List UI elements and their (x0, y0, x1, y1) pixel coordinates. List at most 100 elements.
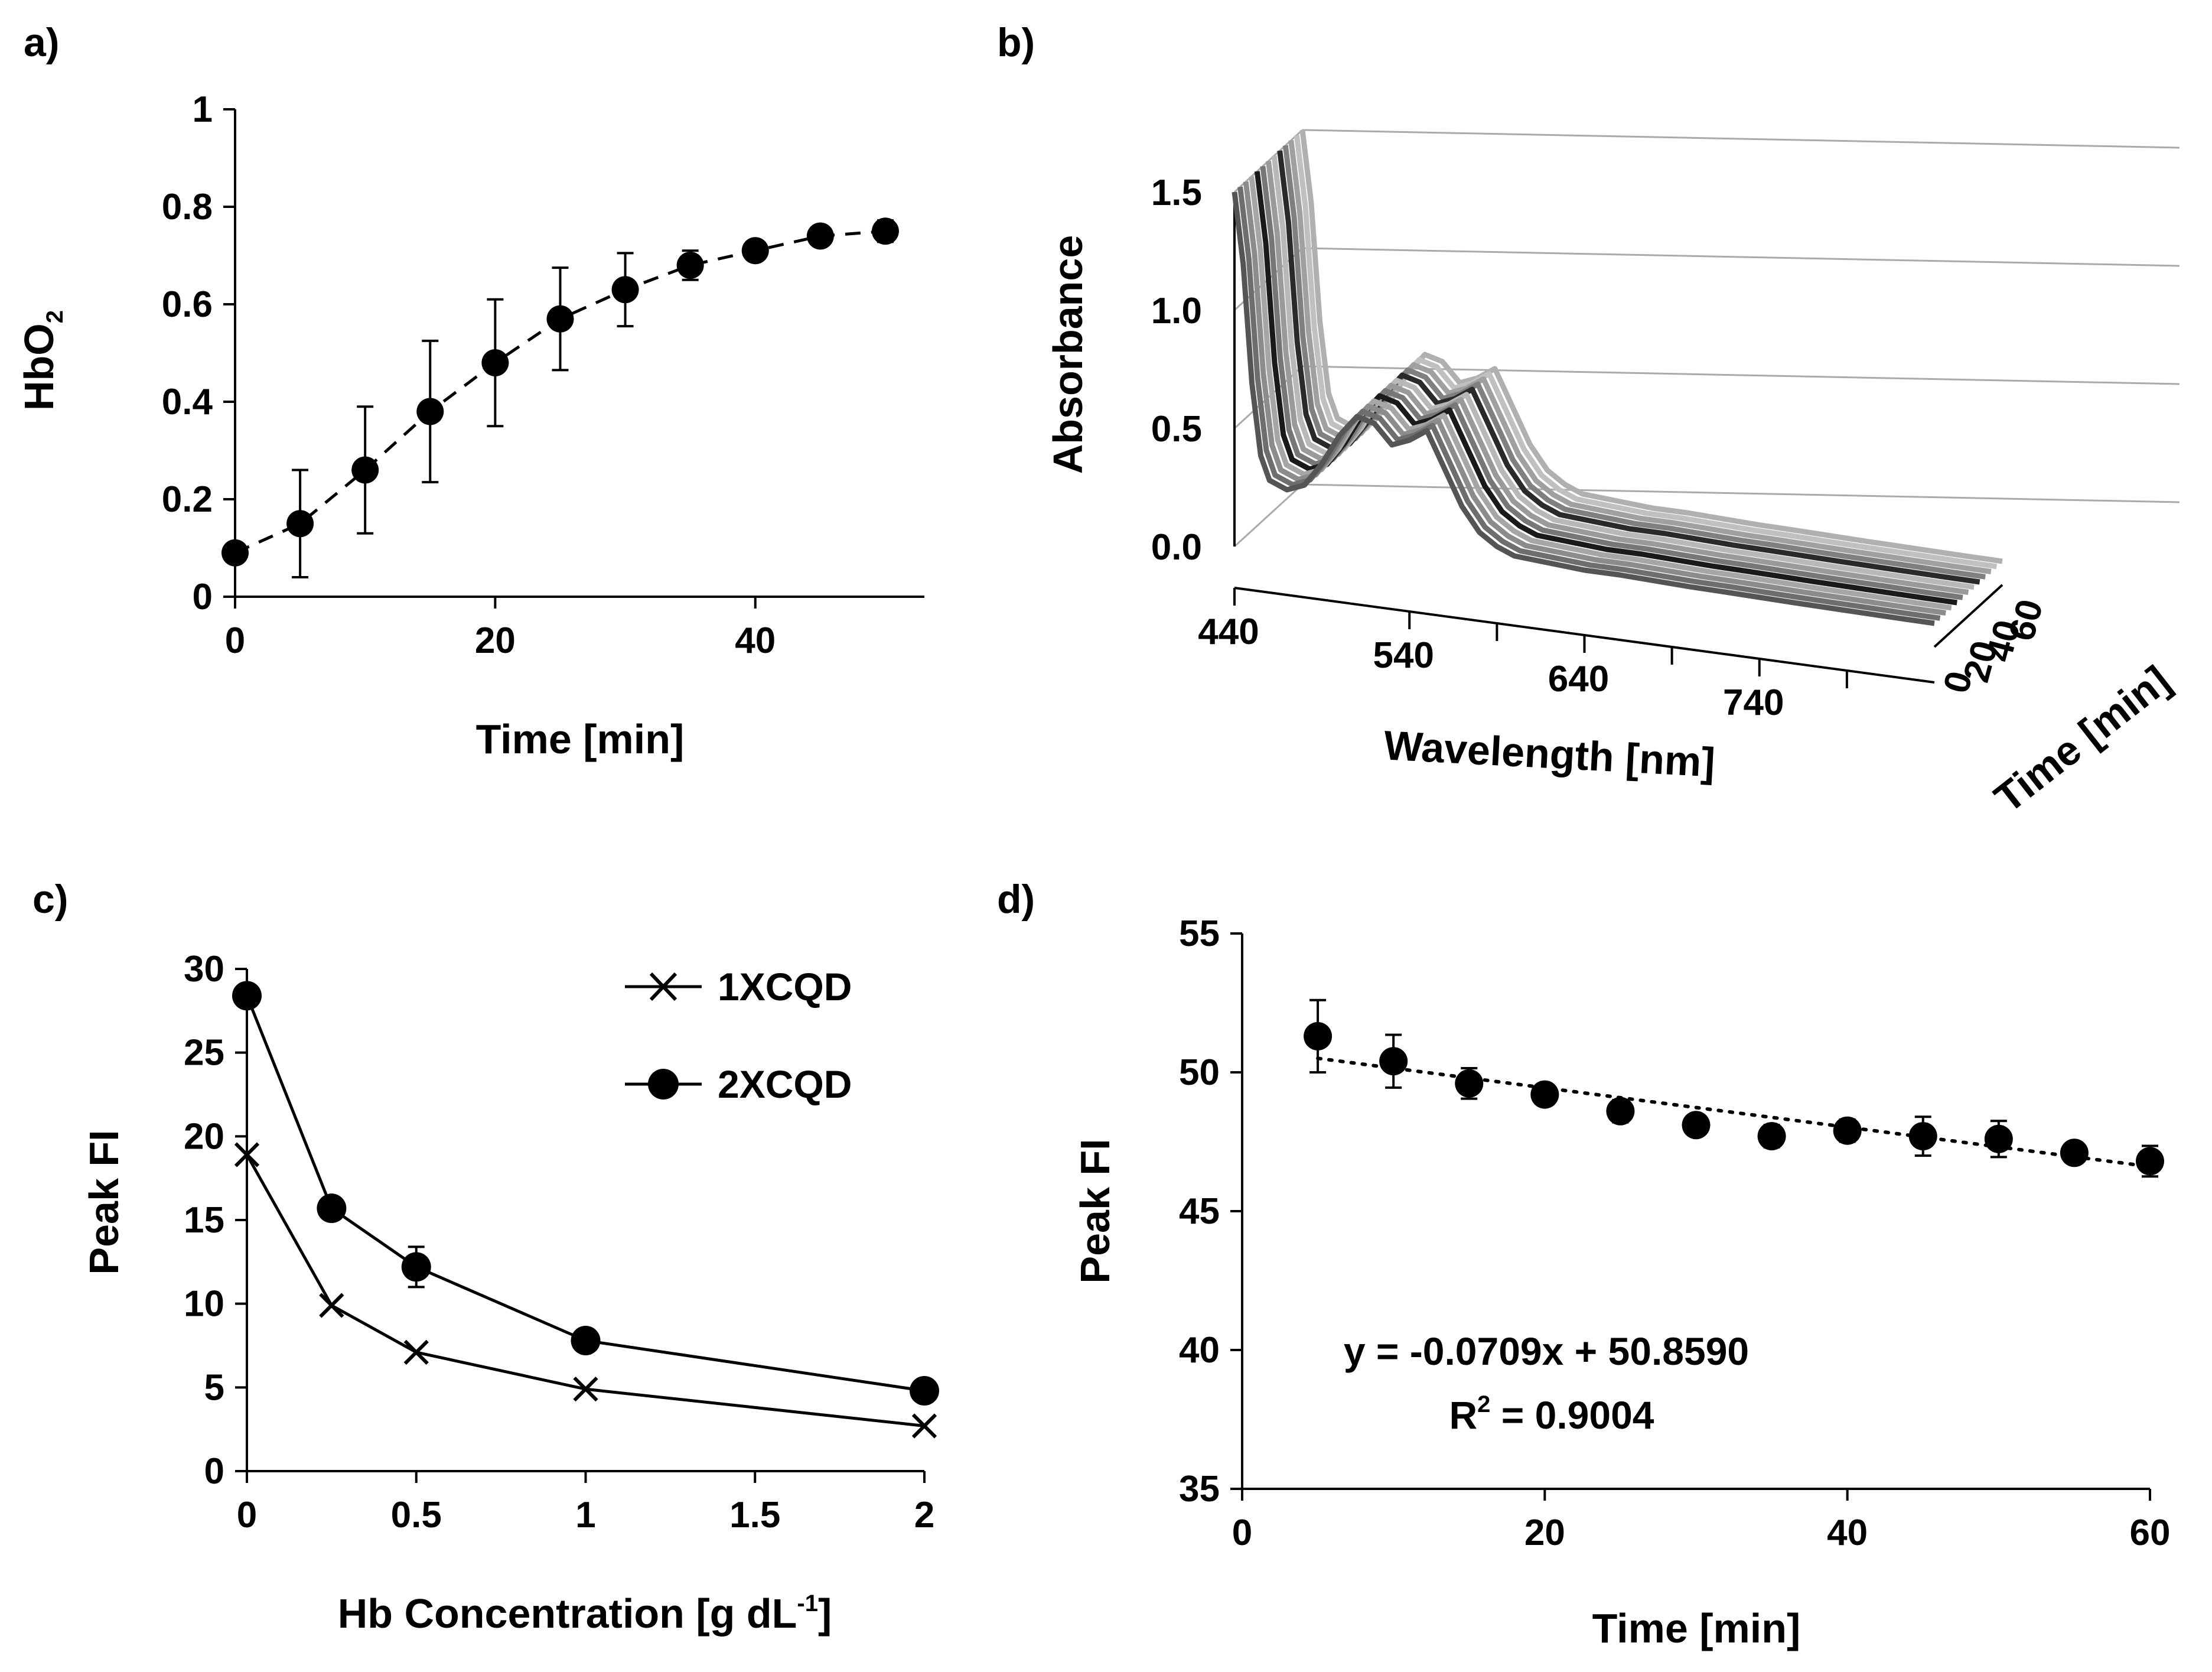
panel-c-x-marker (573, 1377, 598, 1402)
pa-y-tick-label: 0.4 (162, 382, 213, 422)
pd-y-tick-label: 50 (1179, 1052, 1220, 1093)
pd-x-tick-label: 60 (2130, 1512, 2171, 1553)
panel-d-chart: d) 35 40 45 50 55 0 20 40 60 y = -0.0709x + 50.… (997, 877, 2170, 1651)
panel-b-back-gridline (1302, 247, 2180, 267)
legend-1xcqd-x-marker (649, 972, 677, 1001)
pc-y-tick-label: 0 (204, 1451, 224, 1492)
panel-d-data-point (1304, 1022, 1333, 1050)
panel-d-data-point (2060, 1138, 2089, 1167)
panel-b-z-axis (1933, 584, 2003, 648)
panel-d-data-point (2136, 1147, 2164, 1176)
panel-c-x-marker (403, 1339, 429, 1365)
panel-c-circle-marker (571, 1326, 601, 1355)
panel-d-data-point (1757, 1122, 1786, 1151)
panel-d-y-title: Peak FI (1072, 1138, 1118, 1283)
panel-c-x-marker (319, 1293, 344, 1318)
pc-y-tick-label: 20 (184, 1116, 224, 1157)
panel-b-side-gridline (1233, 483, 1304, 548)
pd-x-tick-label: 20 (1524, 1512, 1565, 1553)
panel-b-y-tick-label: 0.0 (1151, 527, 1202, 568)
pa-y-tick-label: 0.2 (162, 479, 213, 520)
panel-b-y-tick-label: 1.5 (1151, 173, 1202, 213)
panel-a-data-point (221, 539, 249, 567)
panel-c-legend: 1XCQD 2XCQD (625, 965, 852, 1106)
panel-a-data-point (741, 237, 769, 265)
panel-a-label: a) (24, 20, 59, 65)
pc-y-tick-label: 25 (184, 1033, 224, 1074)
pc-y-tick-label: 10 (184, 1284, 224, 1325)
panel-c-x-marker (234, 1142, 260, 1167)
panel-a-data-point (871, 217, 899, 245)
panel-a-data-point (351, 456, 379, 484)
pc-x-tick-label: 0 (237, 1495, 257, 1536)
panel-c-circle-marker (401, 1252, 431, 1282)
panel-d-data-point (1530, 1080, 1559, 1109)
panel-a-data-point (416, 398, 444, 425)
panel-c-circle-marker (910, 1376, 939, 1406)
panel-b-spectrum-curve (1260, 165, 1963, 600)
panel-d-x-title: Time [min] (1592, 1605, 1801, 1651)
pa-x-tick-label: 40 (735, 620, 776, 661)
panel-b-spectrum-curve (1243, 181, 1946, 616)
panel-c-series-line-1xcqd (245, 1154, 925, 1427)
panel-d-data-point (1908, 1122, 1937, 1151)
panel-a-data-point (546, 305, 574, 333)
panel-c-x-title: Hb Concentration [g dL-1] (338, 1590, 832, 1637)
panel-b-spectrum-curve (1237, 186, 1941, 621)
panel-b-z-title: Time [min] (1986, 657, 2178, 822)
pa-y-tick-label: 0.8 (162, 187, 213, 227)
panel-b-spectrum-curve (1254, 171, 1957, 606)
panel-d-data-point (1984, 1124, 2013, 1153)
panel-a-data-point (611, 276, 639, 304)
panel-d-data-point (1606, 1097, 1635, 1125)
panel-b-y-tick-label: 0.5 (1151, 409, 1202, 450)
panel-b-waterfall-curves (1232, 129, 2003, 626)
pc-x-tick-label: 2 (914, 1495, 934, 1536)
panel-d-data-point (1379, 1047, 1408, 1076)
panel-a-x-title: Time [min] (476, 716, 685, 762)
pd-x-tick-label: 0 (1232, 1512, 1252, 1553)
panel-b-back-gridline (1302, 483, 2180, 503)
panel-b-x-tick-label: 440 (1198, 611, 1259, 652)
pa-y-tick-label: 0 (193, 577, 213, 617)
legend-2xcqd-circle-marker (648, 1069, 679, 1100)
panel-d-data-point (1682, 1111, 1711, 1140)
pc-x-tick-label: 0.5 (391, 1495, 442, 1536)
pa-x-tick-label: 0 (225, 620, 245, 661)
panel-a-data-point (676, 252, 704, 279)
panel-a-chart: a) 0 0.2 0.4 0.6 0.8 1 0 20 40 Time [min] HbO2 (16, 20, 924, 762)
panel-b-spectrum-curve (1294, 135, 1998, 570)
panel-d-r-squared: R2 = 0.9004 (1449, 1391, 1654, 1437)
panel-d-label: d) (997, 877, 1035, 922)
panel-b-spectrum-curve (1266, 160, 1969, 595)
pc-y-tick-label: 15 (184, 1200, 224, 1241)
panel-b-spectrum-curve (1249, 176, 1952, 611)
panel-b-label: b) (997, 20, 1035, 65)
panel-d-data-point (1833, 1116, 1862, 1145)
panel-c-circle-marker (317, 1193, 347, 1224)
panel-c-y-title: Peak FI (81, 1130, 127, 1274)
pd-y-tick-label: 55 (1179, 913, 1220, 954)
panel-b-x-tick-label: 640 (1548, 659, 1609, 700)
pd-x-tick-label: 40 (1827, 1512, 1868, 1553)
pc-y-tick-label: 30 (184, 949, 224, 990)
pc-y-tick-label: 5 (204, 1367, 224, 1408)
panel-b-x-title: Wavelength [nm] (1383, 722, 1716, 785)
pc-x-tick-label: 1 (575, 1495, 595, 1536)
legend-2xcqd-label: 2XCQD (718, 1062, 852, 1106)
panel-a-data-point (286, 510, 314, 538)
panel-d-equation: y = -0.0709x + 50.8590 (1344, 1329, 1749, 1373)
pa-y-tick-label: 1 (193, 89, 213, 130)
pa-x-tick-label: 20 (475, 620, 516, 661)
panel-a-y-title: HbO2 (16, 310, 68, 411)
pd-y-tick-label: 40 (1179, 1330, 1220, 1371)
panel-c-label: c) (32, 877, 68, 922)
panel-b-x-tick-label: 540 (1373, 635, 1434, 676)
panel-b-x-tick-label: 740 (1723, 682, 1784, 723)
panel-a-data-point (481, 349, 509, 376)
pd-y-tick-label: 35 (1179, 1469, 1220, 1510)
panel-a-data-point (806, 222, 834, 250)
panel-d-data-point (1455, 1069, 1484, 1098)
